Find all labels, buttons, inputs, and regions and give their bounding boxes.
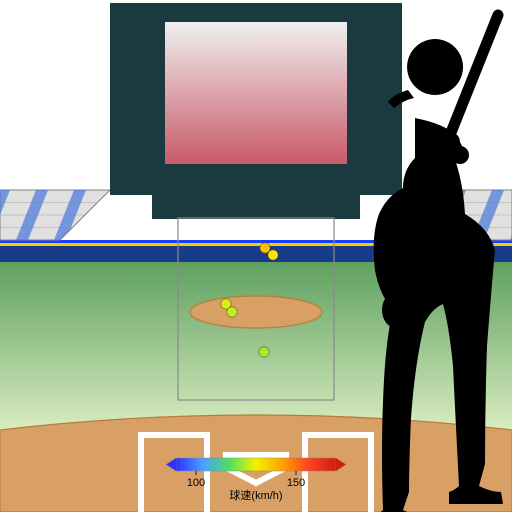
scoreboard-screen bbox=[165, 22, 347, 164]
colorbar-label: 球速(km/h) bbox=[229, 488, 282, 502]
chart-svg: 100 150 球速(km/h) bbox=[0, 0, 512, 512]
pitch-location-chart: 100 150 球速(km/h) bbox=[0, 0, 512, 512]
pitch-marker bbox=[259, 347, 269, 357]
pitch-marker bbox=[227, 307, 237, 317]
pitchers-mound bbox=[190, 296, 322, 328]
colorbar-tick: 150 bbox=[287, 477, 305, 489]
colorbar-tick: 100 bbox=[187, 477, 205, 489]
pitch-marker bbox=[268, 250, 278, 260]
pitch-marker bbox=[260, 243, 270, 253]
scoreboard bbox=[110, 3, 402, 219]
